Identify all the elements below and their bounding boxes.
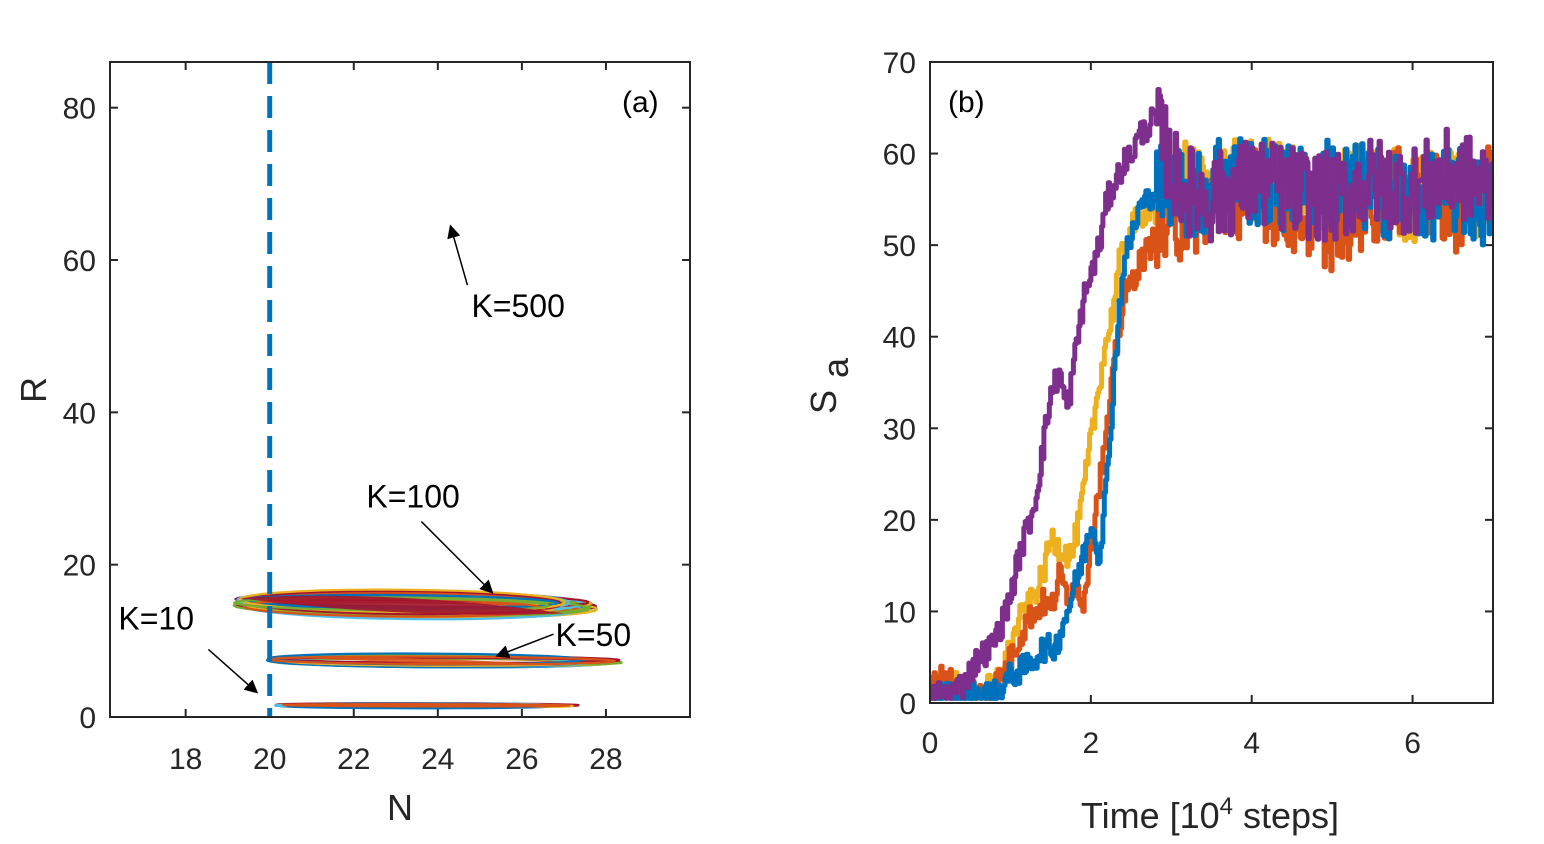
panel-b-ylabel: S a xyxy=(803,357,856,414)
panel-b-xlabel-post: steps] xyxy=(1233,795,1339,836)
b-xtick-label: 4 xyxy=(1243,727,1260,760)
a-xtick-label: 20 xyxy=(253,743,286,776)
panel-b-label: (b) xyxy=(948,86,985,119)
annotation-arrow xyxy=(447,224,469,286)
a-xtick-label: 22 xyxy=(337,743,370,776)
b-xtick-label: 6 xyxy=(1404,727,1421,760)
a-trajectory-k100 xyxy=(243,597,546,618)
b-ytick-label: 20 xyxy=(883,505,916,538)
annotation-k50: K=50 xyxy=(556,617,632,653)
b-ytick-label: 10 xyxy=(883,596,916,629)
a-core-k50 xyxy=(273,656,573,666)
panel-b-ylabel-sub: a xyxy=(815,357,856,378)
b-ytick-label: 40 xyxy=(883,322,916,355)
annotation-arrow xyxy=(495,633,554,658)
panel-a-label: (a) xyxy=(622,86,659,119)
b-ytick-label: 70 xyxy=(883,47,916,80)
b-ytick-label: 60 xyxy=(883,139,916,172)
a-ytick-label: 20 xyxy=(63,550,96,583)
panel-a: 18 20 22 24 26 28 0 20 40 60 80 K=500 K=100 K=50 K=10… xyxy=(13,61,691,828)
annotation-k100: K=100 xyxy=(366,479,459,515)
a-ytick-label: 60 xyxy=(63,245,96,278)
panel-b-data xyxy=(930,87,1493,701)
panel-b-xlabel: Time [104 steps] xyxy=(1081,793,1339,836)
a-core-k100 xyxy=(240,595,564,615)
a-xtick-label: 28 xyxy=(589,743,622,776)
a-ytick-label: 40 xyxy=(63,397,96,430)
panel-a-xlabel: N xyxy=(387,787,413,828)
b-ytick-label: 0 xyxy=(899,688,916,721)
b-series-4-line xyxy=(930,87,1493,701)
panel-b-ylabel-main: S xyxy=(803,390,844,414)
panel-a-ticks: 18 20 22 24 26 28 0 20 40 60 80 xyxy=(63,62,690,776)
b-ytick-label: 50 xyxy=(883,230,916,263)
b-xtick-label: 0 xyxy=(922,727,939,760)
a-trajectory-k10 xyxy=(282,703,570,708)
panel-b-xlabel-pre: Time [10 xyxy=(1081,795,1220,836)
a-xtick-label: 26 xyxy=(505,743,538,776)
annotation-arrow xyxy=(207,648,259,694)
a-ytick-label: 80 xyxy=(63,93,96,126)
panel-a-annotations: K=500 K=100 K=50 K=10 xyxy=(118,224,632,694)
annotation-k10: K=10 xyxy=(118,600,194,636)
a-ytick-label: 0 xyxy=(79,702,96,735)
panel-a-ylabel: R xyxy=(13,377,54,403)
annotation-arrow xyxy=(420,521,494,594)
b-ytick-label: 30 xyxy=(883,413,916,446)
a-xtick-label: 24 xyxy=(421,743,454,776)
a-xtick-label: 18 xyxy=(169,743,202,776)
b-xtick-label: 2 xyxy=(1083,727,1100,760)
panel-a-axes-box xyxy=(109,61,691,718)
annotation-k500: K=500 xyxy=(471,288,564,324)
panel-b-xlabel-sup: 4 xyxy=(1220,793,1233,820)
panel-b-axes-box xyxy=(929,61,1494,704)
